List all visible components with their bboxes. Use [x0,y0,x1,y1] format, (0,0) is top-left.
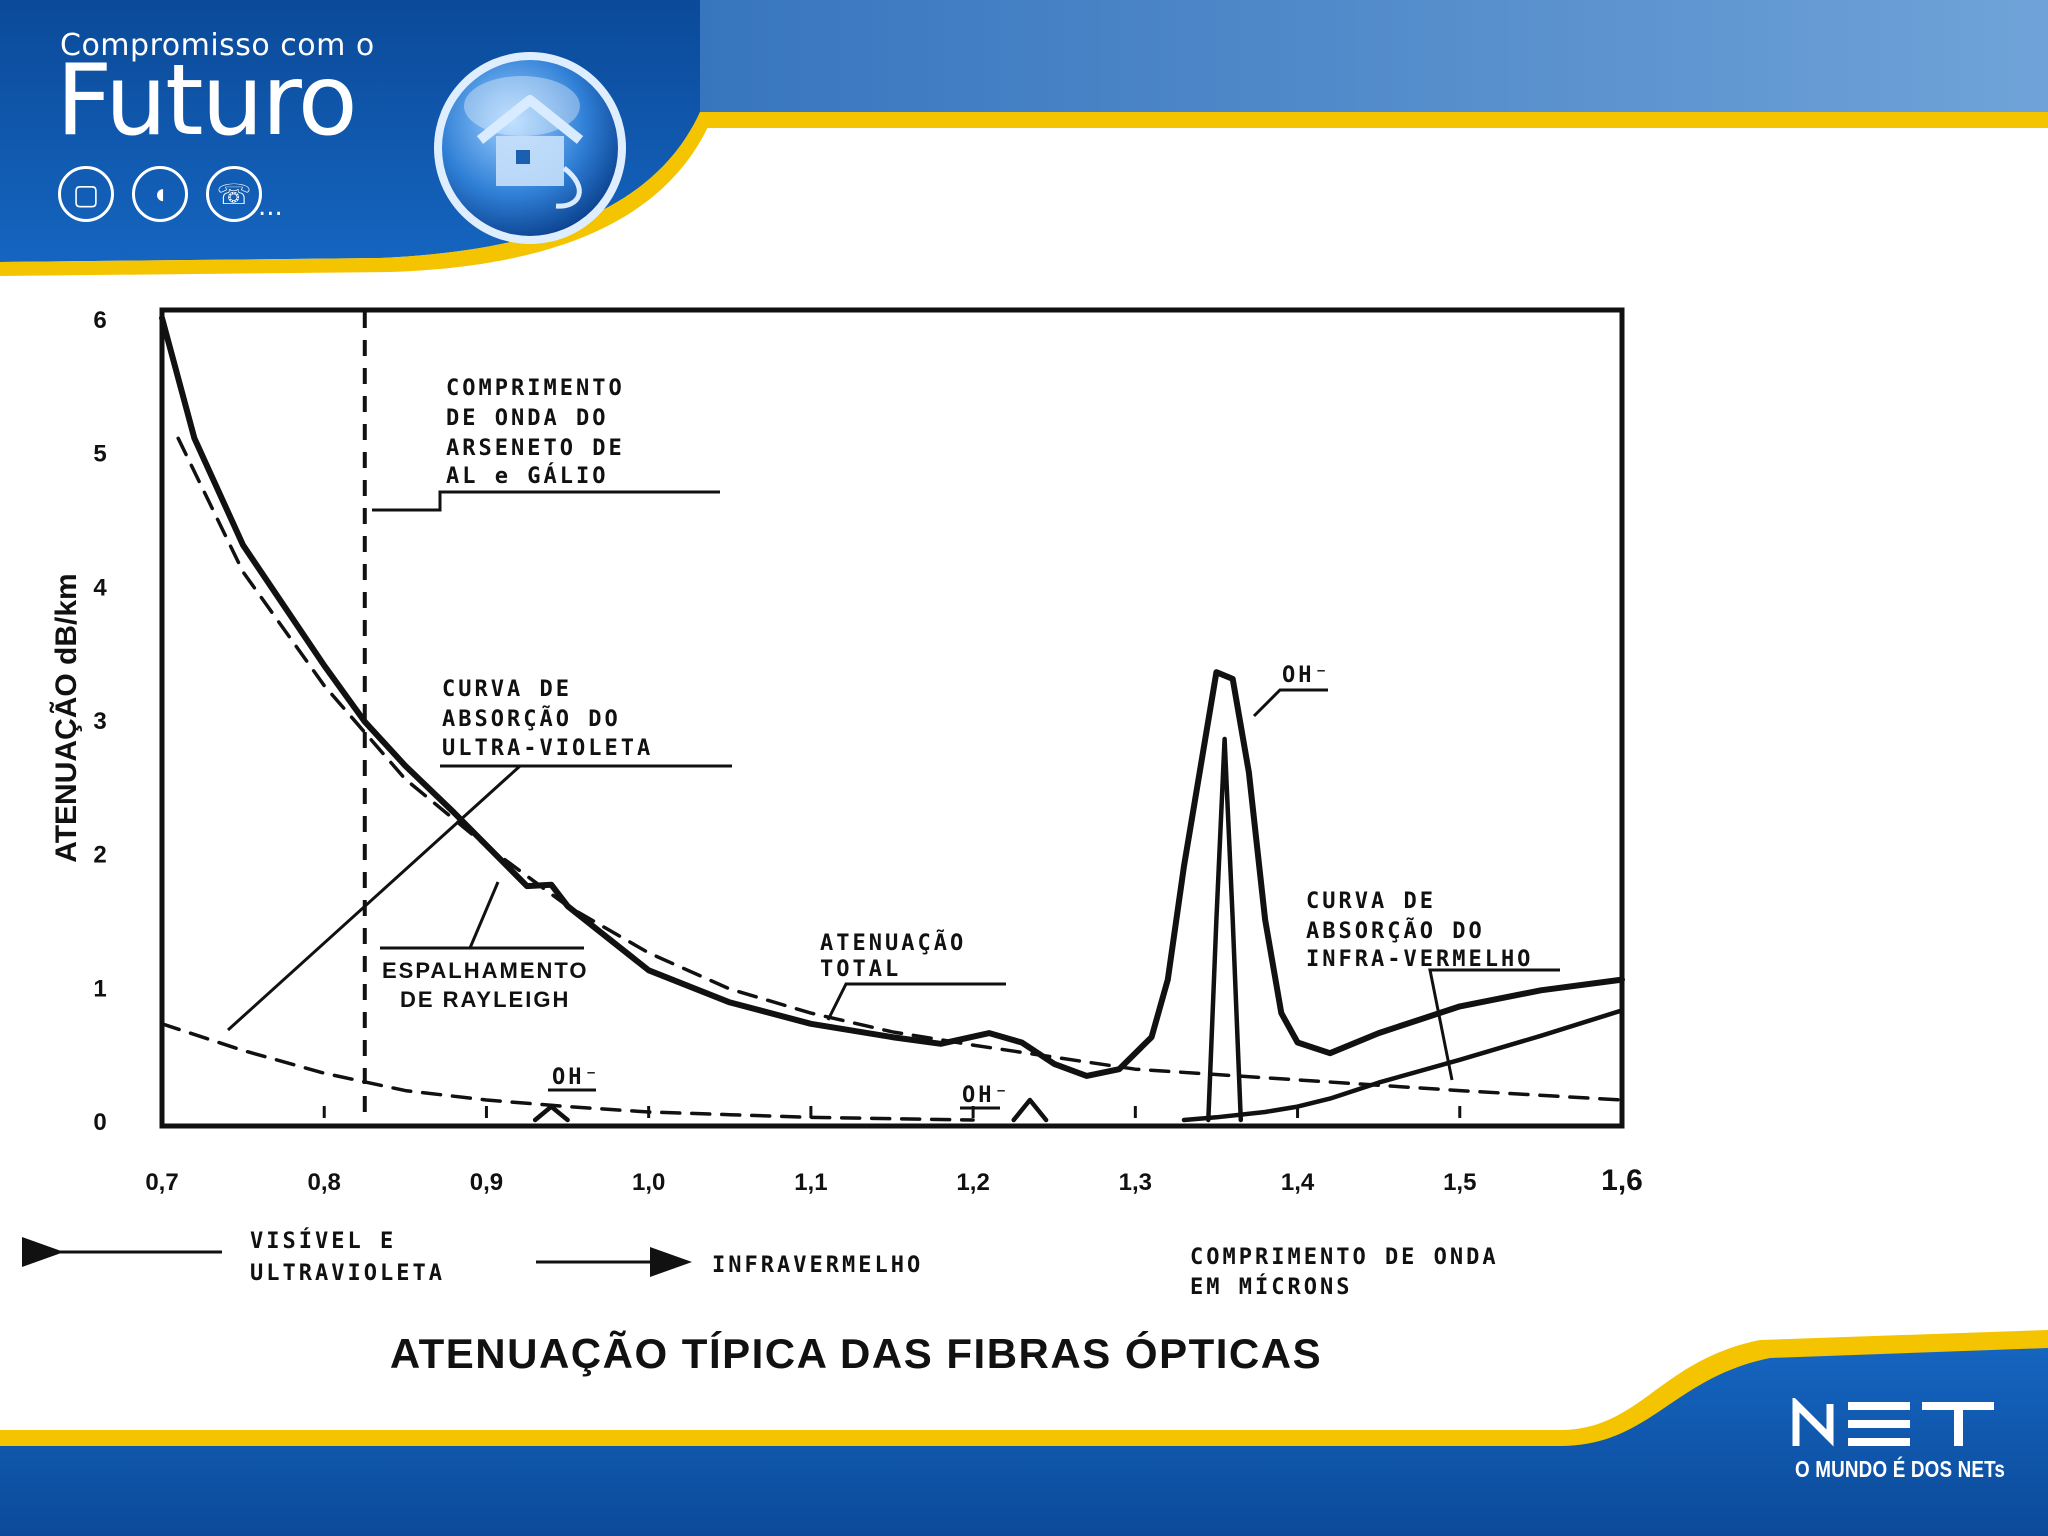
x-tick-label: 0,8 [308,1169,341,1196]
annotation-rayleigh-1: ESPALHAMENTO [382,958,589,983]
y-tick-label: 0 [93,1109,106,1136]
annotation-arseneto-1: COMPRIMENTO [446,376,625,401]
leader-total [826,982,1006,1021]
annotation-uv-3: ULTRA-VIOLETA [442,736,653,761]
annotation-total-2: TOTAL [820,957,901,982]
x-tick-label: 1,5 [1443,1169,1476,1196]
annotation-rayleigh-2: DE RAYLEIGH [400,987,570,1012]
footer-slogan: O MUNDO É DOS NETs [1795,1456,2006,1482]
series-oh-peak-inner [1206,736,1244,1123]
series-oh-peak-094 [532,1104,570,1123]
band-infrared: INFRAVERMELHO [712,1253,923,1278]
net-logo [1792,1398,1994,1447]
x-axis-label-2: EM MÍCRONS [1190,1274,1352,1300]
x-tick-label: 1,6 [1601,1164,1643,1197]
x-tick-label: 1,1 [794,1169,827,1196]
band-visible-2: ULTRAVIOLETA [250,1261,445,1286]
leader-rayleigh [380,881,584,950]
leader-ir [1428,968,1560,1081]
x-tick-label: 1,0 [632,1169,665,1196]
footer-banner [0,1330,2048,1536]
y-tick-label: 4 [93,574,107,601]
x-tick-label: 1,4 [1281,1169,1315,1196]
series-oh-peak-124 [1011,1097,1049,1123]
x-tick-label: 0,7 [145,1169,178,1196]
brand-ellipsis: ... [258,192,283,222]
annotation-uv-1: CURVA DE [442,677,572,702]
x-tick-label: 1,2 [956,1169,989,1196]
x-tick-label: 0,9 [470,1169,503,1196]
tv-icon: ▢ [58,166,114,222]
series-rayleigh [176,436,1624,1102]
y-axis-label: ATENUAÇÃO dB/km [49,573,83,862]
annotation-uv-2: ABSORÇÃO DO [442,706,621,732]
annotation-ir-3: INFRA-VERMELHO [1306,947,1533,972]
annotation-ir-1: CURVA DE [1306,889,1436,914]
leader-oh-main [1252,688,1328,718]
annotation-ir-2: ABSORÇÃO DO [1306,918,1485,944]
phone-icon: ☏ [206,166,262,222]
x-tick-label: 1,3 [1119,1169,1152,1196]
y-tick-label: 5 [93,441,106,468]
x-axis-label-1: COMPRIMENTO DE ONDA [1190,1245,1499,1270]
brand-title: Futuro [56,44,358,158]
leader-arseneto [372,490,720,512]
series-absorcao-ir [1181,1008,1625,1123]
house-icon [476,95,584,209]
annotation-total-1: ATENUAÇÃO [820,930,966,956]
leader-uv [226,764,732,1032]
series-layer [159,315,1625,1123]
house-orb-button[interactable] [430,48,630,248]
mouse-icon: ◖ [132,166,188,222]
annotation-arseneto-4: AL e GÁLIO [446,463,608,489]
y-tick-label: 1 [93,975,106,1002]
y-axis-ticks: 0 1 2 3 4 5 6 [93,307,107,1136]
band-visible-1: VISÍVEL E [250,1228,396,1254]
y-tick-label: 2 [93,842,106,869]
y-tick-label: 3 [93,708,106,735]
annotation-arseneto-2: DE ONDA DO [446,406,608,431]
annotation-oh-094: OH⁻ [552,1065,601,1090]
annotation-arseneto-3: ARSENETO DE [446,436,625,461]
annotation-oh-124: OH⁻ [962,1083,1011,1108]
x-axis-ticks: 0,7 0,8 0,9 1,0 1,1 1,2 1,3 1,4 1,5 1,6 [145,1106,1643,1197]
annotation-oh-main: OH⁻ [1282,663,1331,688]
chart-title: ATENUAÇÃO TÍPICA DAS FIBRAS ÓPTICAS [390,1329,1322,1377]
y-tick-label: 6 [93,307,106,334]
brand-tagline: Compromisso com o [60,28,375,63]
plot-frame [159,307,1625,1129]
